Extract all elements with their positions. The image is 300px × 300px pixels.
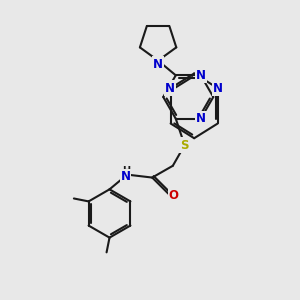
Text: N: N — [196, 112, 206, 125]
Text: N: N — [196, 69, 206, 82]
Text: N: N — [121, 169, 131, 183]
Text: N: N — [165, 82, 175, 95]
Text: S: S — [180, 139, 189, 152]
Text: O: O — [168, 189, 178, 202]
Text: N: N — [153, 58, 163, 70]
Text: H: H — [122, 166, 130, 176]
Text: N: N — [213, 82, 223, 95]
